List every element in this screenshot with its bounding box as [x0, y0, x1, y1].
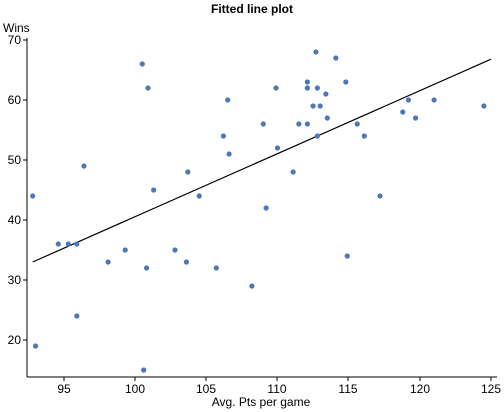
y-ticks: 20 30 40 50 60 70 — [8, 33, 27, 347]
data-point — [30, 193, 36, 199]
data-point — [400, 109, 406, 115]
data-point — [290, 169, 296, 175]
x-tick-label: 110 — [267, 382, 286, 396]
data-point — [343, 79, 349, 85]
data-point — [226, 151, 232, 157]
data-point — [151, 187, 157, 193]
data-point — [354, 121, 360, 127]
data-point — [274, 145, 281, 151]
data-points — [30, 49, 487, 373]
x-ticks: 95 100 105 110 115 120 125 — [57, 377, 501, 396]
y-tick-label: 70 — [8, 33, 22, 47]
data-point — [213, 265, 219, 271]
data-point — [249, 283, 255, 289]
x-axis-label: Avg. Pts per game — [212, 395, 311, 409]
x-tick-label: 125 — [481, 382, 501, 396]
data-point — [361, 133, 367, 139]
data-point — [273, 85, 279, 91]
data-point — [32, 343, 39, 349]
data-point — [296, 121, 302, 127]
x-tick-label: 120 — [410, 382, 430, 396]
y-tick-label: 20 — [8, 333, 22, 347]
data-point — [185, 169, 191, 175]
data-point — [196, 193, 202, 199]
y-tick-label: 40 — [8, 213, 22, 227]
data-point — [55, 241, 61, 247]
data-point — [344, 253, 350, 259]
data-point — [481, 103, 487, 109]
data-point — [314, 85, 320, 91]
data-point — [225, 97, 231, 103]
x-tick-label: 100 — [125, 382, 145, 396]
data-point — [313, 49, 319, 55]
data-point — [139, 61, 145, 67]
data-point — [141, 367, 147, 373]
x-tick-label: 105 — [196, 382, 216, 396]
x-tick-label: 95 — [57, 382, 71, 396]
data-point — [183, 259, 190, 265]
data-point — [260, 121, 266, 127]
data-point — [105, 259, 111, 265]
y-axis-label: Wins — [3, 21, 30, 35]
data-point — [74, 241, 80, 247]
chart-title: Fitted line plot — [211, 2, 293, 16]
x-tick-label: 115 — [338, 382, 357, 396]
data-point — [377, 193, 383, 199]
data-point — [143, 265, 150, 271]
data-point — [323, 91, 329, 97]
data-point — [431, 97, 437, 103]
data-point — [324, 115, 330, 121]
data-point — [405, 97, 412, 103]
data-point — [263, 205, 269, 211]
y-tick-label: 50 — [8, 153, 22, 167]
y-tick-label: 60 — [8, 93, 22, 107]
data-point — [74, 313, 80, 319]
data-point — [122, 247, 128, 253]
data-point — [317, 103, 323, 109]
data-point — [314, 133, 320, 139]
fitted-line — [32, 58, 492, 263]
data-point — [220, 133, 227, 139]
data-point — [172, 247, 178, 253]
data-point — [304, 79, 310, 85]
data-point — [304, 121, 310, 127]
data-point — [310, 103, 316, 109]
data-point — [333, 55, 339, 61]
data-point — [65, 241, 71, 247]
data-point — [304, 85, 310, 91]
y-tick-label: 30 — [8, 273, 22, 287]
data-point — [145, 85, 151, 91]
data-point — [412, 115, 419, 121]
data-point — [81, 163, 87, 169]
